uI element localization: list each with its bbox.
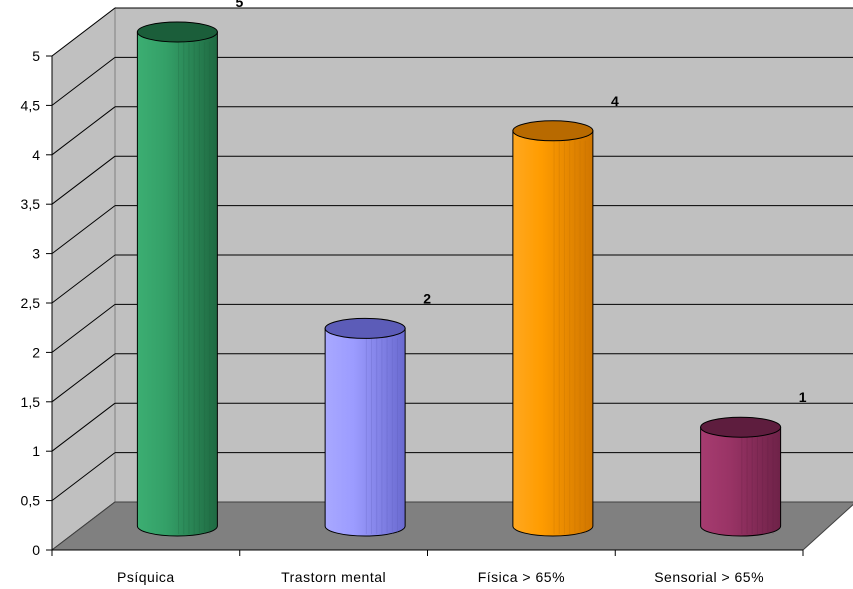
gridline-side (51, 452, 116, 501)
gridline-side (51, 304, 116, 353)
data-label: 4 (611, 93, 619, 109)
data-label: 1 (799, 389, 807, 405)
bar-body (512, 130, 594, 537)
y-tick-label: 0 (32, 542, 40, 558)
y-tick-label: 5 (32, 48, 40, 64)
bar-body (324, 327, 406, 537)
gridline-side (51, 155, 116, 205)
bar-top (136, 21, 218, 43)
bar-top (324, 317, 406, 339)
gridline-side (51, 402, 116, 452)
gridline-side (51, 353, 116, 403)
bar-body (136, 31, 218, 537)
gridline-side (51, 254, 116, 304)
y-tick-label: 3,5 (21, 196, 41, 212)
bar-3 (512, 120, 594, 537)
bar-2 (324, 317, 406, 537)
x-tick-label: Física > 65% (478, 569, 565, 585)
x-tick-label: Sensorial > 65% (654, 569, 764, 585)
x-tick-label: Psíquica (117, 569, 175, 585)
bar-top (700, 416, 782, 438)
bar-1 (136, 21, 218, 537)
gridline-side (51, 57, 116, 106)
y-tick-label: 1 (32, 443, 40, 459)
gridline-side (51, 106, 116, 156)
gridline-side (51, 7, 116, 57)
y-tick-label: 1,5 (21, 394, 41, 410)
x-tick-label: Trastorn mental (281, 569, 386, 585)
gridline-side (51, 205, 116, 254)
bar-top (512, 120, 594, 142)
y-tick-label: 2,5 (21, 295, 41, 311)
data-label: 5 (235, 0, 243, 10)
bar-body (700, 426, 782, 537)
bar-4 (700, 416, 782, 537)
y-tick-label: 2 (32, 344, 40, 360)
y-tick-label: 4 (32, 147, 40, 163)
y-tick-label: 3 (32, 246, 40, 262)
y-tick-label: 4,5 (21, 97, 41, 113)
data-label: 2 (423, 290, 431, 306)
y-tick-label: 0,5 (21, 493, 41, 509)
